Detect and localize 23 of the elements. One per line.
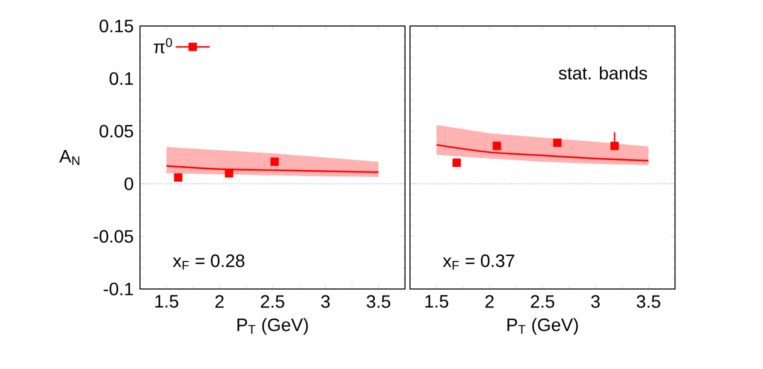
x-tick-label: 3 xyxy=(321,295,330,308)
legend-label: π$^{0}$ xyxy=(154,38,172,54)
y-tick-label: 0.15 xyxy=(100,20,134,32)
y-tick-label: 0.05 xyxy=(100,124,134,138)
x-tick-label: 3.5 xyxy=(636,295,660,308)
annotation: x$_{F}$ = 0.28 xyxy=(172,254,244,270)
x-tick-label: 2.5 xyxy=(260,295,284,308)
x-tick-label: 1.5 xyxy=(155,295,178,308)
x-tick-label: 1.5 xyxy=(425,295,448,308)
y-axis-title: A$_{N}$ xyxy=(59,150,80,166)
x-tick-label: 3 xyxy=(591,295,600,308)
annotation: stat. bands xyxy=(558,66,647,80)
y-tick-label: 0.1 xyxy=(110,72,133,85)
y-tick-label: 0 xyxy=(124,177,134,190)
x-axis-title: P$_{T}$ (GeV) xyxy=(238,318,308,335)
y-tick-label: -0.05 xyxy=(94,230,134,243)
x-axis-title: P$_{T}$ (GeV) xyxy=(508,318,578,335)
x-tick-label: 2.5 xyxy=(530,295,554,308)
x-tick-label: 2 xyxy=(485,295,494,308)
y-tick-label: -0.1 xyxy=(104,282,133,296)
annotation: x$_{F}$ = 0.37 xyxy=(442,254,514,270)
x-tick-label: 3.5 xyxy=(366,295,390,308)
x-tick-label: 2 xyxy=(215,295,224,308)
